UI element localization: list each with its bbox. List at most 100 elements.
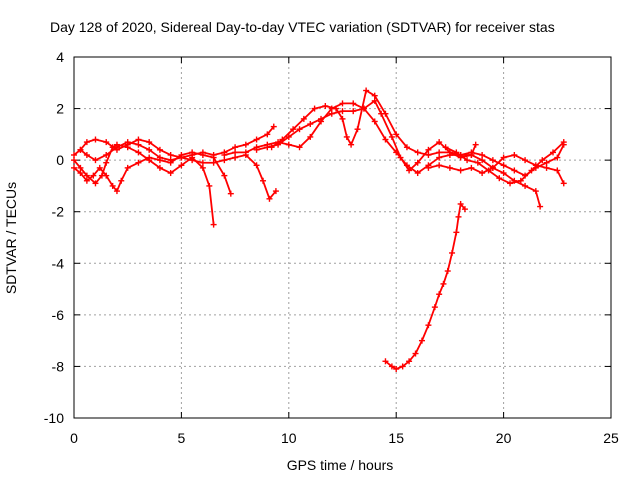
series-7-marker-7 [333, 105, 340, 112]
series-1-marker-17 [232, 144, 239, 151]
series-2-marker-2 [77, 164, 84, 171]
series-6-marker-10 [350, 108, 357, 115]
series-10-marker-6 [412, 350, 419, 357]
series-8-marker-7 [489, 164, 496, 171]
series-4-marker-3 [92, 157, 99, 164]
series-10-marker-10 [436, 291, 443, 298]
series-2-marker-4 [92, 180, 99, 187]
y-tick-label-4: -2 [52, 204, 65, 220]
series-4-marker-13 [199, 159, 206, 166]
series-4-marker-6 [124, 139, 131, 146]
series-7-marker-1 [268, 144, 275, 151]
series-6-marker-14 [388, 133, 395, 140]
series-9-line [444, 141, 565, 185]
series-5-marker-8 [296, 144, 303, 151]
series-6-marker-7 [318, 115, 325, 122]
x-tick-label-0: 0 [70, 430, 78, 446]
series-1-marker-19 [253, 136, 260, 143]
series-4-marker-2 [83, 151, 90, 158]
series-6-marker-25 [500, 170, 507, 177]
y-tick-label-0: -10 [44, 410, 64, 426]
tick-layer: 0 5 10 15 20 25 -10 -8 -6 -4 -2 0 2 4 [44, 49, 619, 446]
x-tick-label-2: 10 [281, 430, 297, 446]
x-tick-label-5: 25 [603, 430, 619, 446]
series-5-marker-7 [285, 141, 292, 148]
series-10-marker-8 [425, 322, 432, 329]
series-4-marker-15 [221, 157, 228, 164]
series-5-marker-15 [371, 118, 378, 125]
series-5-marker-2 [232, 149, 239, 156]
series-10-marker-5 [406, 358, 413, 365]
y-tick-label-6: 2 [56, 101, 64, 117]
series-3-marker-17 [199, 151, 206, 158]
series-2-marker-13 [167, 170, 174, 177]
series-2-marker-16 [199, 164, 206, 171]
series-9-marker-7 [507, 180, 514, 187]
series-10-marker-12 [444, 268, 451, 275]
series-5-marker-3 [242, 149, 249, 156]
series-7-marker-15 [393, 131, 400, 138]
series-6-marker-19 [436, 139, 443, 146]
x-axis-label: GPS time / hours [287, 457, 394, 473]
series-7-marker-29 [543, 159, 550, 166]
series-7-marker-12 [363, 87, 370, 94]
y-axis-label: SDTVAR / TECUs [3, 182, 19, 294]
series-10-marker-1 [382, 358, 389, 365]
series-1-marker-9 [146, 139, 153, 146]
series-6-marker-12 [371, 97, 378, 104]
series-7-marker-9 [343, 133, 350, 140]
series-4 [77, 139, 279, 202]
series-3-marker-2 [77, 170, 84, 177]
series-4-marker-7 [135, 141, 142, 148]
series-layer [71, 87, 567, 373]
grid-layer [74, 57, 611, 418]
series-6-marker-5 [296, 126, 303, 133]
series-8-marker-13 [554, 167, 561, 174]
series-6-marker-16 [406, 167, 413, 174]
series-9-marker-6 [496, 175, 503, 182]
series-3-marker-20 [227, 190, 234, 197]
y-tick-label-2: -6 [52, 307, 65, 323]
series-1-marker-18 [242, 141, 249, 148]
series-4-line [79, 141, 277, 200]
series-4-marker-19 [260, 177, 267, 184]
series-2-marker-1 [71, 157, 77, 164]
series-7-marker-14 [382, 110, 389, 117]
series-10-marker-15 [455, 213, 462, 220]
series-6-marker-8 [328, 110, 335, 117]
series-5-marker-13 [350, 100, 357, 107]
series-3-marker-3 [83, 177, 90, 184]
series-2-line [73, 143, 215, 226]
series-3-marker-18 [210, 154, 217, 161]
series-10-marker-3 [393, 366, 400, 373]
series-6-marker-23 [479, 157, 486, 164]
y-tick-label-7: 4 [56, 49, 64, 65]
series-8-marker-10 [522, 157, 529, 164]
series-6-marker-6 [307, 121, 314, 128]
series-1-marker-11 [167, 151, 174, 158]
y-tick-label-3: -4 [52, 255, 65, 271]
y-tick-label-5: 0 [56, 152, 64, 168]
series-10-marker-17 [461, 206, 468, 213]
series-8-marker-12 [543, 164, 550, 171]
series-6-marker-15 [397, 154, 404, 161]
series-9-marker-1 [442, 144, 449, 151]
series-4-marker-16 [232, 154, 239, 161]
series-7-marker-10 [348, 141, 355, 148]
series-4-marker-12 [189, 157, 196, 164]
series-5-line [223, 102, 477, 174]
series-8-marker-2 [436, 162, 443, 169]
series-8-marker-9 [511, 151, 518, 158]
series-1-marker-4 [92, 136, 99, 143]
series-2-marker-3 [83, 172, 90, 179]
series-4-marker-18 [253, 162, 260, 169]
series-10-line [384, 203, 466, 370]
series-6-marker-4 [285, 133, 292, 140]
series-6-marker-9 [339, 108, 346, 115]
series-4-marker-9 [156, 154, 163, 161]
series-3-marker-12 [146, 154, 153, 161]
series-9 [442, 139, 567, 187]
series-10 [382, 200, 468, 373]
series-7-marker-16 [403, 144, 410, 151]
